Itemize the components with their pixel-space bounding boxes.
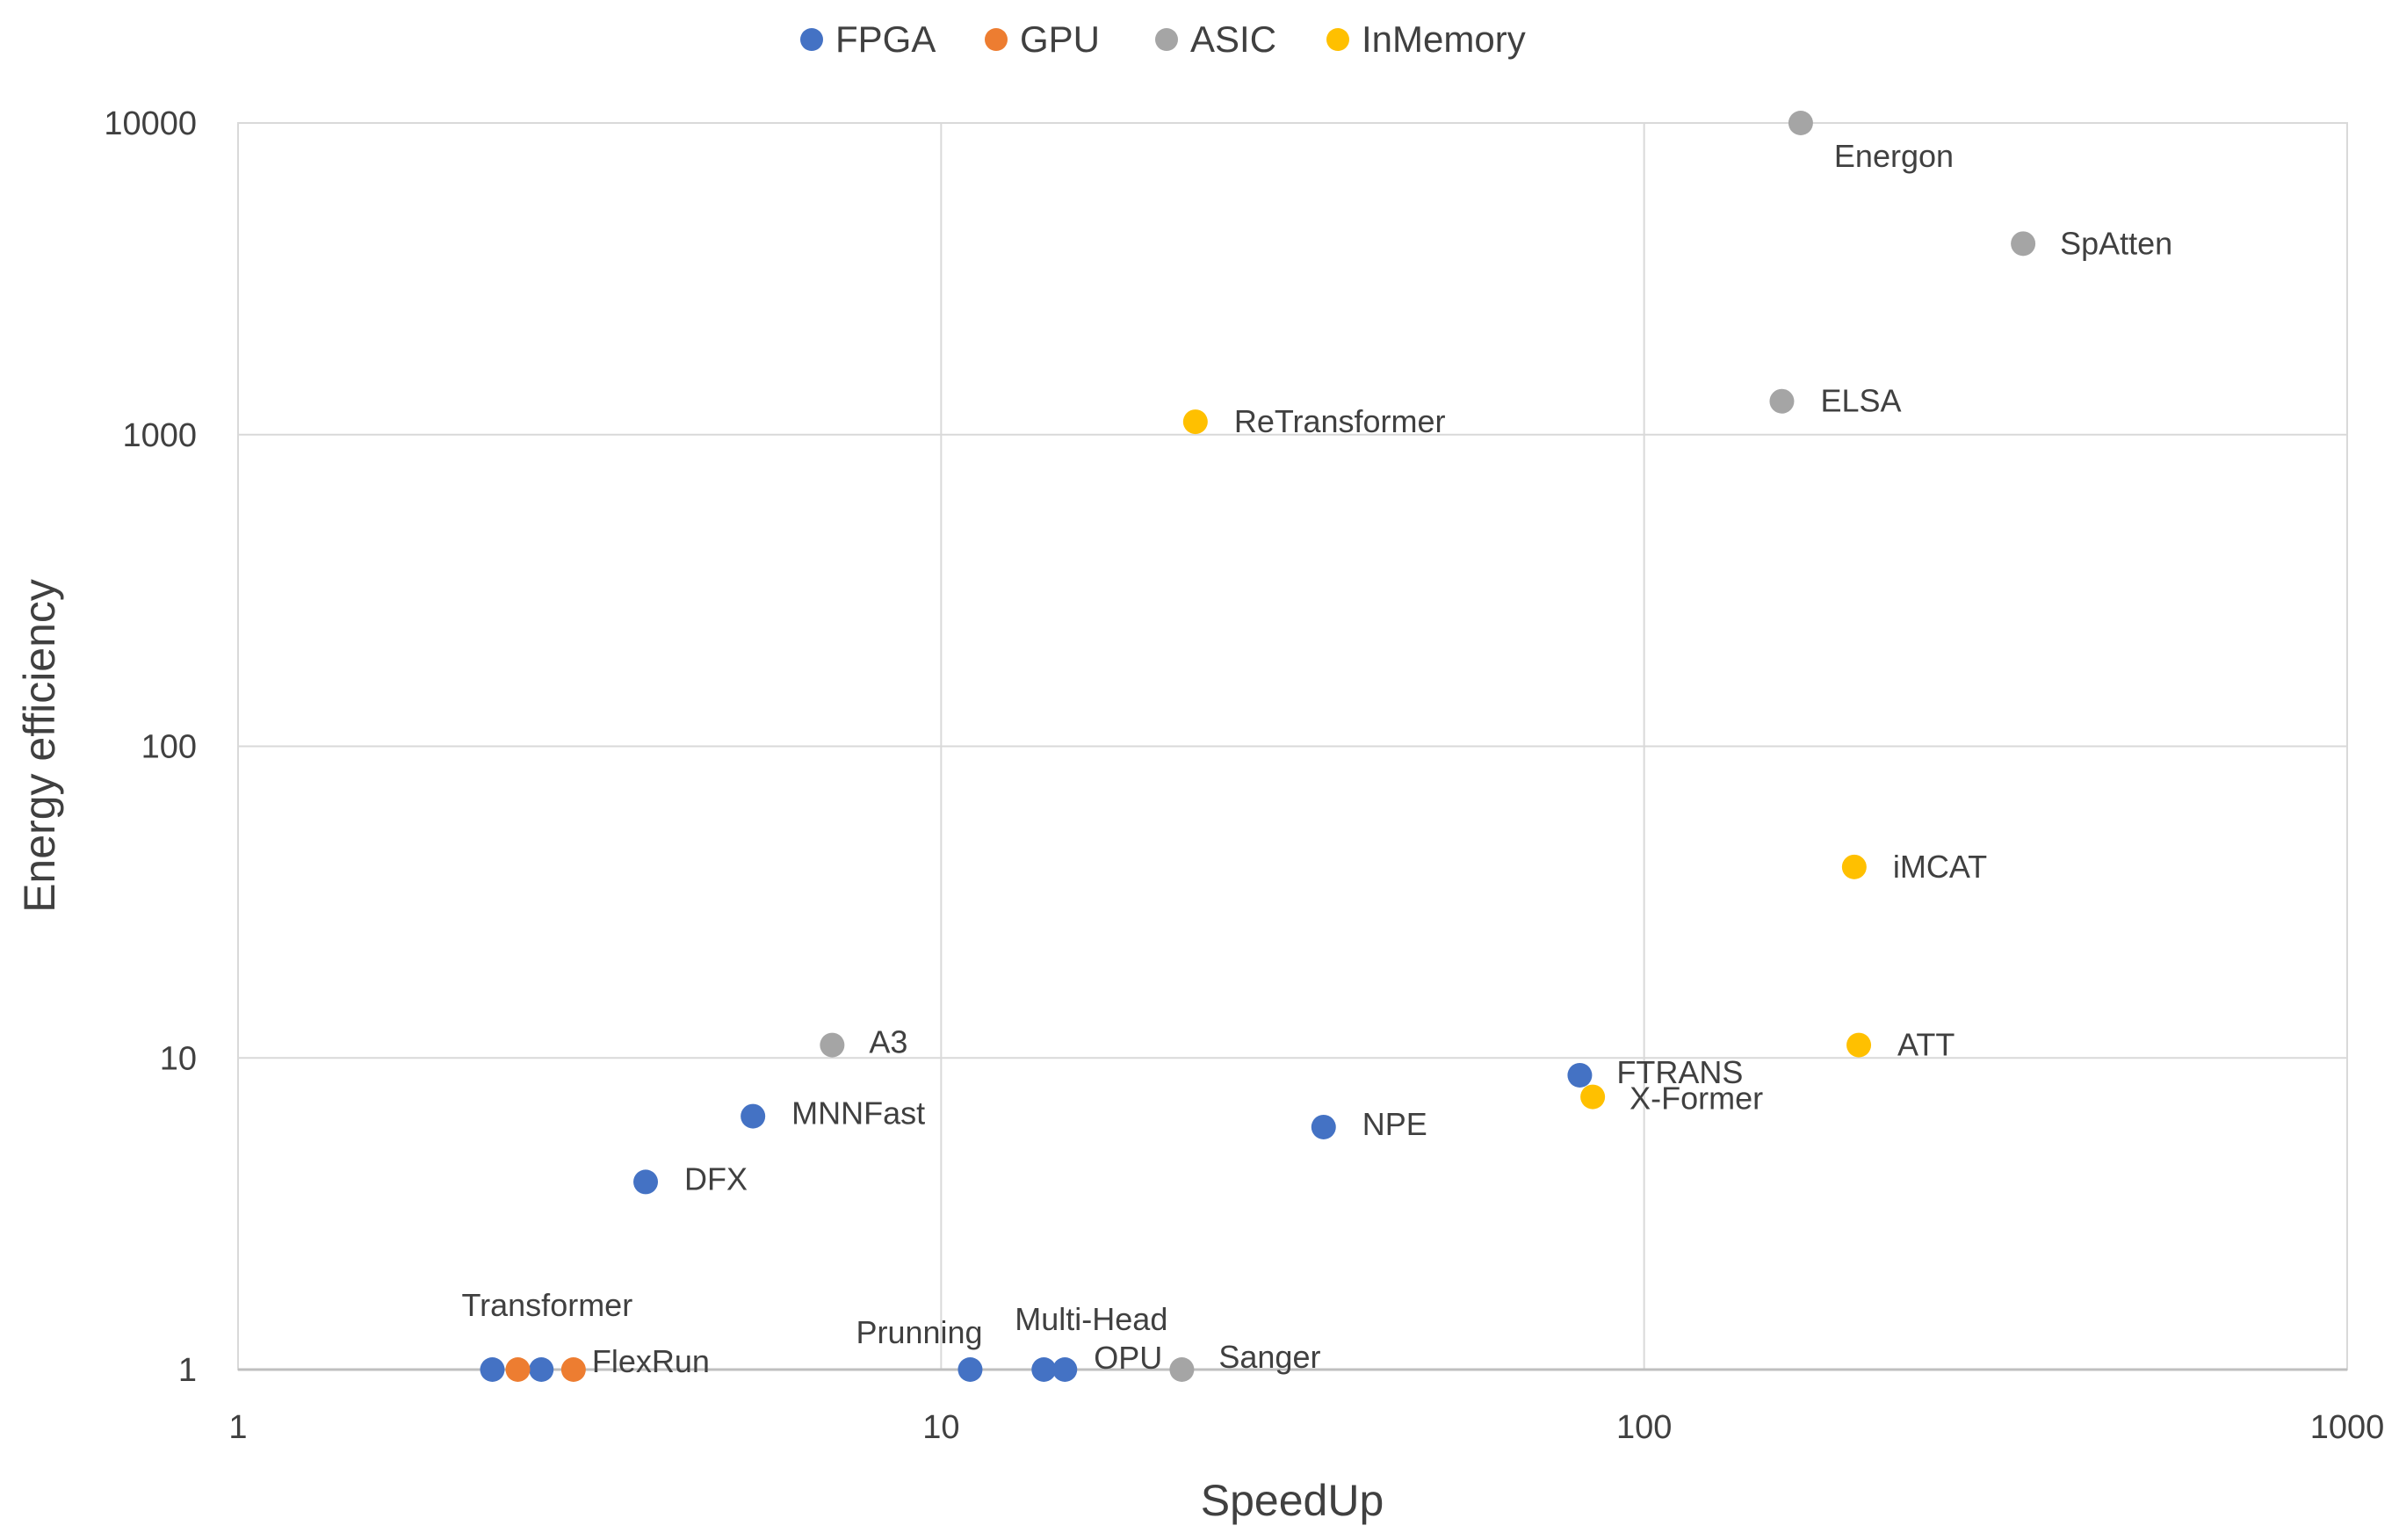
data-label: iMCAT bbox=[1893, 849, 1987, 885]
tick-labels: 1 10 100 1000 1 10 100 1000 10000 bbox=[104, 105, 2384, 1446]
data-label: SpAtten bbox=[2060, 225, 2172, 261]
data-label: Multi-Head bbox=[1015, 1301, 1167, 1337]
legend-label: ASIC bbox=[1190, 18, 1276, 60]
data-label: ATT bbox=[1897, 1027, 1955, 1063]
legend-label: FPGA bbox=[835, 18, 936, 60]
x-tick-label: 100 bbox=[1616, 1409, 1672, 1446]
data-point-fpga bbox=[633, 1169, 659, 1195]
data-point-inmemory bbox=[1580, 1084, 1606, 1110]
data-label: X-Former bbox=[1629, 1081, 1763, 1117]
legend-marker-fpga bbox=[800, 28, 823, 51]
x-tick-label: 1 bbox=[228, 1409, 247, 1446]
data-point-asic bbox=[2011, 231, 2036, 257]
data-point-fpga bbox=[957, 1357, 983, 1382]
data-label: Energon bbox=[1834, 138, 1954, 174]
data-label: Sanger bbox=[1218, 1339, 1320, 1375]
y-tick-label: 100 bbox=[141, 729, 197, 766]
data-label: ELSA bbox=[1820, 383, 1901, 419]
data-point-fpga bbox=[480, 1357, 505, 1382]
data-label: NPE bbox=[1362, 1106, 1427, 1142]
grid bbox=[237, 122, 2348, 1371]
x-tick-label: 1000 bbox=[2310, 1409, 2385, 1446]
data-point-asic bbox=[1769, 388, 1795, 414]
data-points bbox=[480, 111, 2036, 1382]
data-point-inmemory bbox=[1841, 854, 1867, 879]
point-labels: Transformer DFX MNNFast Prunning Multi-HeadO… bbox=[462, 138, 2173, 1379]
legend-label: InMemory bbox=[1362, 18, 1526, 60]
legend: FPGA GPU ASIC InMemory bbox=[800, 18, 1526, 60]
data-label: DFX bbox=[684, 1160, 748, 1197]
legend-marker-inmemory bbox=[1326, 28, 1349, 51]
data-point-fpga bbox=[1052, 1357, 1078, 1382]
data-point-asic bbox=[1169, 1357, 1195, 1382]
data-label: OPU bbox=[1094, 1340, 1162, 1376]
x-axis-title: SpeedUp bbox=[1201, 1476, 1384, 1525]
legend-label: GPU bbox=[1020, 18, 1100, 60]
legend-marker-asic bbox=[1155, 28, 1178, 51]
y-tick-label: 10000 bbox=[104, 105, 197, 142]
data-point-inmemory bbox=[1846, 1032, 1872, 1058]
data-point-inmemory bbox=[1182, 409, 1208, 435]
data-label: Prunning bbox=[856, 1314, 982, 1350]
data-point-asic bbox=[820, 1032, 845, 1058]
data-point-fpga bbox=[741, 1103, 766, 1129]
y-tick-label: 10 bbox=[160, 1040, 197, 1077]
x-tick-label: 10 bbox=[922, 1409, 959, 1446]
data-point-gpu bbox=[505, 1357, 531, 1382]
legend-marker-gpu bbox=[985, 28, 1008, 51]
data-label: FlexRun bbox=[592, 1343, 710, 1379]
data-label: MNNFast bbox=[791, 1095, 925, 1132]
y-tick-label: 1 bbox=[178, 1352, 197, 1389]
data-label: ReTransformer bbox=[1234, 403, 1446, 439]
data-point-fpga bbox=[1311, 1114, 1336, 1139]
data-point-fpga bbox=[1567, 1062, 1593, 1088]
data-point-gpu bbox=[560, 1357, 586, 1382]
y-axis-title: Energy efficiency bbox=[15, 579, 64, 913]
data-label: Transformer bbox=[462, 1287, 633, 1323]
data-label: A3 bbox=[869, 1024, 907, 1060]
data-point-fpga bbox=[1031, 1357, 1057, 1382]
data-point-asic bbox=[1788, 111, 1813, 135]
y-tick-label: 1000 bbox=[122, 417, 197, 454]
data-label: FTRANS bbox=[1616, 1054, 1743, 1090]
data-point-fpga bbox=[529, 1357, 554, 1382]
